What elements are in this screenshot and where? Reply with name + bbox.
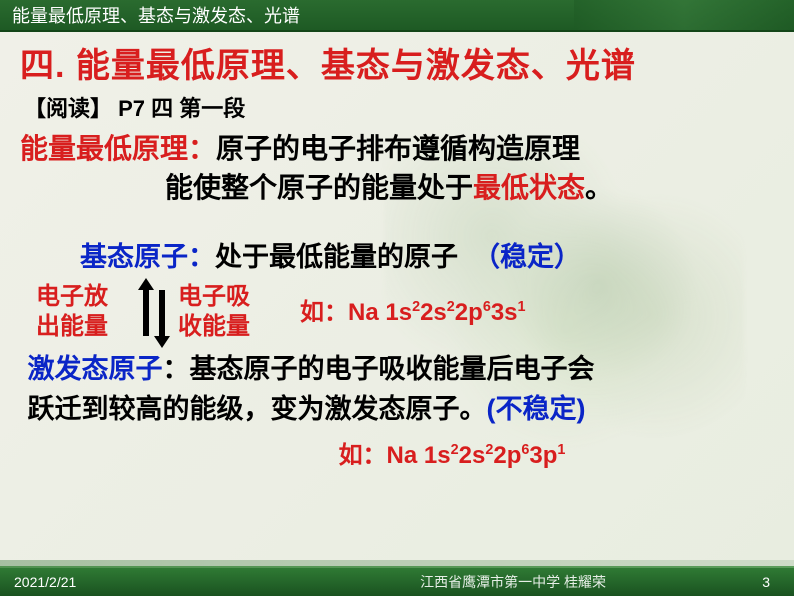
na-excited-formula: 如：Na 1s22s22p63p1 bbox=[130, 435, 774, 470]
excited-desc-l1: 基态原子的电子吸收能量后电子会 bbox=[190, 354, 595, 384]
excited-desc-l2: 跃迁到较高的能级，变为激发态原子。 bbox=[28, 394, 487, 424]
double-arrow-icon bbox=[134, 272, 174, 354]
ground-state-note: （稳定） bbox=[473, 242, 581, 272]
na-excited-label: 如：Na bbox=[339, 442, 424, 469]
footer-date: 2021/2/21 bbox=[14, 574, 264, 590]
principle-text-2a: 能使整个原子的能量处于 bbox=[165, 172, 473, 203]
emit-l1: 电子放 bbox=[36, 283, 108, 310]
principle-label: 能量最低原理： bbox=[20, 133, 216, 164]
reading-reference: 【阅读】 P7 四 第一段 bbox=[24, 91, 774, 123]
excited-state-label: 激发态原子 bbox=[28, 354, 163, 384]
emit-energy-label: 电子放 出能量 bbox=[36, 282, 108, 342]
principle-text-2c: 。 bbox=[585, 172, 613, 203]
na-ground-label: 如：Na bbox=[300, 299, 385, 326]
ground-state-line: 基态原子：处于最低能量的原子 （稳定） bbox=[80, 235, 774, 274]
excited-state-line-1: 激发态原子：基态原子的电子吸收能量后电子会 bbox=[20, 350, 774, 389]
transition-block: 电子放 出能量 电子吸 收能量 如：Na 1s22s22p63s1 bbox=[20, 278, 774, 348]
principle-text-1: 原子的电子排布遵循构造原理 bbox=[216, 133, 580, 164]
principle-line-2: 能使整个原子的能量处于最低状态。 bbox=[165, 168, 774, 207]
principle-text-2b: 最低状态 bbox=[473, 172, 585, 203]
footer-school: 江西省鹰潭市第一中学 桂耀荣 bbox=[264, 572, 762, 592]
ground-state-label: 基态原子： bbox=[80, 242, 215, 272]
excited-state-note: (不稳定) bbox=[487, 394, 586, 424]
excited-state-line-2: 跃迁到较高的能级，变为激发态原子。(不稳定) bbox=[20, 390, 774, 429]
principle-line-1: 能量最低原理：原子的电子排布遵循构造原理 bbox=[20, 129, 774, 168]
header-title: 能量最低原理、基态与激发态、光谱 bbox=[12, 2, 300, 28]
emit-l2: 出能量 bbox=[36, 313, 108, 340]
slide-header: 能量最低原理、基态与激发态、光谱 bbox=[0, 0, 794, 32]
absorb-l1: 电子吸 bbox=[178, 283, 250, 310]
ground-state-desc: 处于最低能量的原子 bbox=[215, 242, 458, 272]
footer-page-number: 3 bbox=[762, 574, 770, 590]
main-title: 四. 能量最低原理、基态与激发态、光谱 bbox=[20, 38, 774, 87]
absorb-l2: 收能量 bbox=[178, 313, 250, 340]
na-ground-formula: 如：Na 1s22s22p63s1 bbox=[300, 292, 526, 327]
slide-content: 四. 能量最低原理、基态与激发态、光谱 【阅读】 P7 四 第一段 能量最低原理… bbox=[0, 32, 794, 470]
slide-footer: 2021/2/21 江西省鹰潭市第一中学 桂耀荣 3 bbox=[0, 566, 794, 596]
absorb-energy-label: 电子吸 收能量 bbox=[178, 282, 250, 342]
excited-colon: ： bbox=[163, 354, 190, 384]
